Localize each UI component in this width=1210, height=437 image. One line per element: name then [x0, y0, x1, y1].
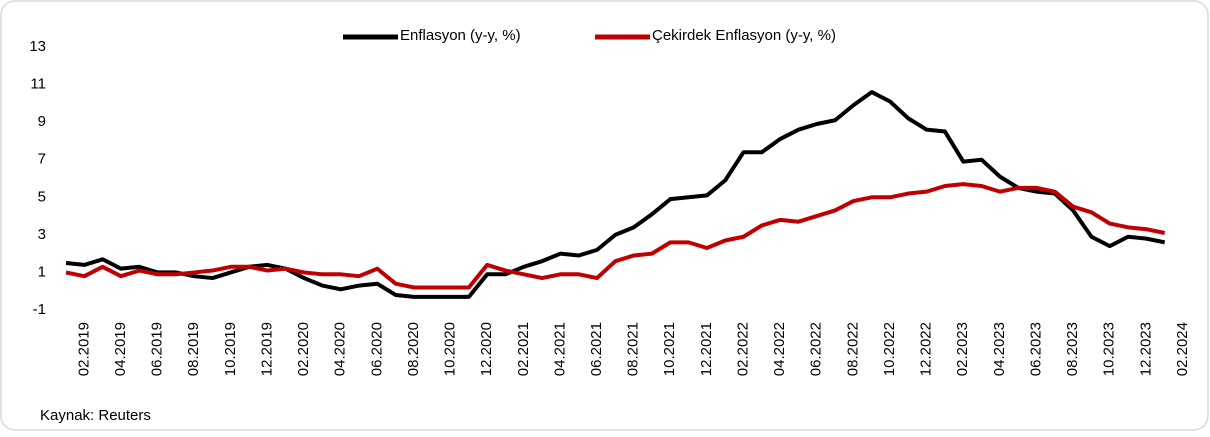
x-tick-label: 02.2024: [1174, 322, 1191, 376]
x-tick-label: 08.2022: [844, 322, 861, 376]
x-tick-label: 06.2019: [149, 322, 166, 376]
x-tick-label: 10.2019: [222, 322, 239, 376]
y-tick-label: 11: [30, 76, 46, 93]
y-tick-label: 7: [38, 151, 46, 168]
x-tick-label: 02.2021: [515, 322, 532, 376]
y-tick-label: -1: [33, 301, 46, 318]
x-tick-label: 12.2020: [478, 322, 495, 376]
y-tick-label: 13: [29, 38, 46, 55]
x-tick-label: 06.2020: [368, 322, 385, 376]
legend-label: Enflasyon (y-y, %): [400, 27, 521, 44]
x-tick-label: 08.2021: [625, 322, 642, 376]
x-tick-label: 02.2022: [734, 322, 751, 376]
series-line: [65, 182, 1166, 290]
x-tick-label: 10.2021: [661, 322, 678, 376]
x-tick-label: 04.2020: [332, 322, 349, 376]
x-tick-label: 06.2021: [588, 322, 605, 376]
x-tick-label: 08.2019: [185, 322, 202, 376]
x-tick-label: 08.2020: [405, 322, 422, 376]
x-tick-label: 04.2021: [551, 322, 568, 376]
x-tick-label: 12.2023: [1137, 322, 1154, 376]
legend-label: Çekirdek Enflasyon (y-y, %): [652, 27, 836, 44]
x-tick-label: 06.2022: [808, 322, 825, 376]
x-tick-label: 08.2023: [1064, 322, 1081, 376]
x-tick-label: 10.2020: [442, 322, 459, 376]
x-tick-label: 12.2019: [258, 322, 275, 376]
y-tick-label: 5: [38, 188, 46, 205]
source: Kaynak: Reuters: [40, 407, 151, 424]
y-tick-label: 9: [38, 113, 46, 130]
x-tick-label: 04.2019: [112, 322, 129, 376]
x-tick-label: 04.2022: [771, 322, 788, 376]
x-tick-label: 12.2022: [918, 322, 935, 376]
x-tick-label: 02.2020: [295, 322, 312, 376]
x-tick-label: 02.2019: [75, 322, 92, 376]
x-tick-label: 04.2023: [991, 322, 1008, 376]
x-tick-label: 02.2023: [954, 322, 971, 376]
x-tick-label: 10.2022: [881, 322, 898, 376]
x-tick-label: 12.2021: [698, 322, 715, 376]
y-tick-label: 3: [38, 226, 46, 243]
x-tick-label: 06.2023: [1027, 322, 1044, 376]
x-tick-label: 10.2023: [1101, 322, 1118, 376]
y-tick-label: 1: [38, 263, 46, 280]
